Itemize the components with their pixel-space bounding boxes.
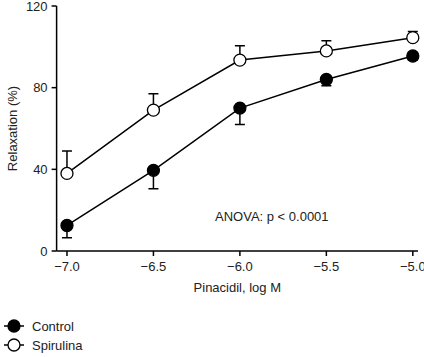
- plot-area: [61, 32, 419, 238]
- x-tick: [326, 251, 328, 256]
- x-tick-label: −5.0: [400, 259, 424, 274]
- annotation: ANOVA: p < 0.0001: [215, 209, 329, 224]
- error-cap: [62, 150, 72, 152]
- data-point: [407, 32, 419, 44]
- data-point: [234, 54, 246, 66]
- data-point: [61, 219, 73, 231]
- y-tick-label: 40: [33, 162, 47, 177]
- legend-label: Control: [32, 319, 74, 334]
- y-tick: [52, 250, 57, 252]
- y-tick: [52, 5, 57, 7]
- legend-marker: [8, 320, 20, 332]
- data-point: [147, 104, 159, 116]
- series-line: [67, 38, 413, 174]
- data-point: [320, 45, 332, 57]
- legend-marker: [8, 339, 20, 351]
- x-axis-label: Pinacidil, log M: [194, 280, 281, 295]
- error-cap: [62, 237, 72, 239]
- x-tick-label: −6.5: [141, 259, 167, 274]
- x-tick: [66, 251, 68, 256]
- legend-label: Spirulina: [32, 338, 83, 353]
- y-tick-label: 0: [40, 244, 47, 259]
- y-tick: [52, 169, 57, 171]
- error-cap: [148, 93, 158, 95]
- x-tick: [239, 251, 241, 256]
- y-tick: [52, 87, 57, 89]
- y-tick-label: 80: [33, 80, 47, 95]
- x-axis: [57, 250, 418, 252]
- x-tick: [153, 251, 155, 256]
- error-cap: [235, 45, 245, 47]
- x-tick-label: −7.0: [54, 259, 80, 274]
- x-tick-label: −6.0: [227, 259, 253, 274]
- data-point: [147, 164, 159, 176]
- data-point: [407, 50, 419, 62]
- y-axis-label: Relaxation (%): [5, 86, 20, 171]
- error-cap: [148, 188, 158, 190]
- data-point: [320, 74, 332, 86]
- error-cap: [235, 124, 245, 126]
- y-axis: [56, 6, 58, 251]
- x-tick: [412, 251, 414, 256]
- error-cap: [321, 40, 331, 42]
- data-point: [234, 102, 246, 114]
- data-point: [61, 167, 73, 179]
- series-line: [67, 56, 413, 225]
- y-tick-label: 120: [26, 0, 48, 14]
- chart: 0 40 80 120 −7.0 −6.5 −6.0 −5.5 −5.0 Pinacidil, l…: [0, 0, 424, 357]
- x-tick-label: −5.5: [314, 259, 340, 274]
